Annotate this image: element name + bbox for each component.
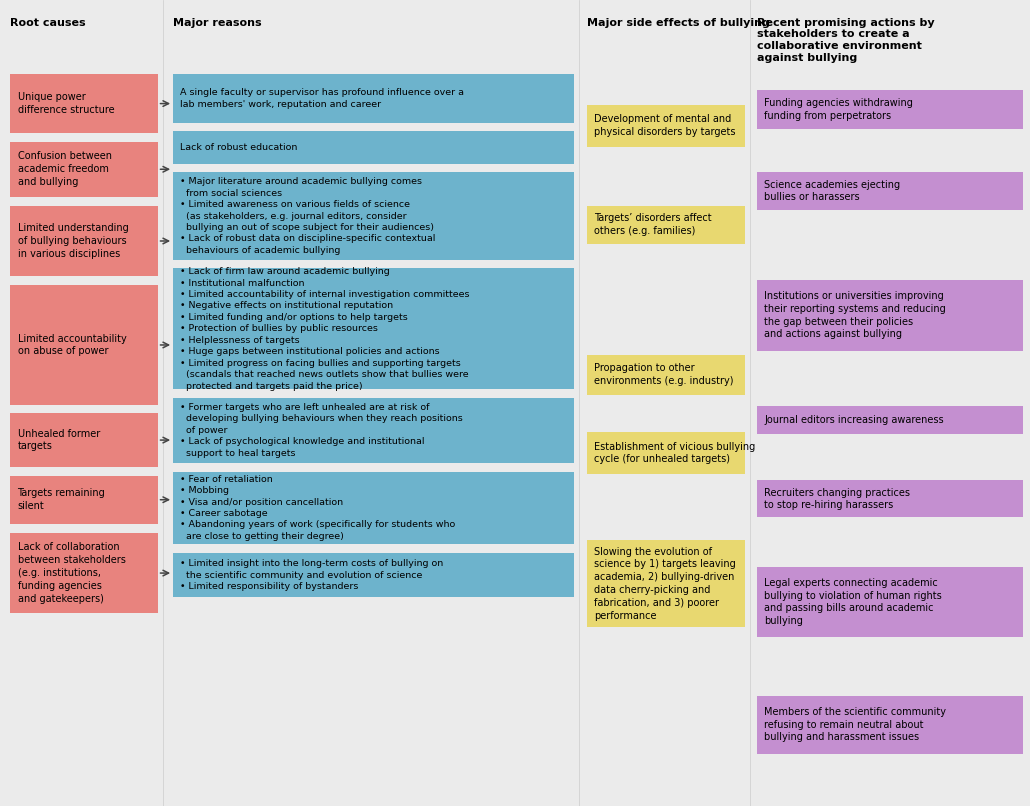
FancyBboxPatch shape <box>10 142 158 197</box>
Text: • Lack of firm law around academic bullying
• Institutional malfunction
• Limite: • Lack of firm law around academic bully… <box>180 267 470 391</box>
Text: Propagation to other
environments (e.g. industry): Propagation to other environments (e.g. … <box>594 364 733 386</box>
Text: Recruiters changing practices
to stop re-hiring harassers: Recruiters changing practices to stop re… <box>764 488 911 510</box>
Text: Unique power
difference structure: Unique power difference structure <box>18 92 114 115</box>
FancyBboxPatch shape <box>757 90 1023 129</box>
Text: Unhealed former
targets: Unhealed former targets <box>18 429 100 451</box>
Text: • Fear of retaliation
• Mobbing
• Visa and/or position cancellation
• Career sab: • Fear of retaliation • Mobbing • Visa a… <box>180 475 455 541</box>
FancyBboxPatch shape <box>10 413 158 467</box>
Text: Lack of collaboration
between stakeholders
(e.g. institutions,
funding agencies
: Lack of collaboration between stakeholde… <box>18 542 126 604</box>
Text: Targets’ disorders affect
others (e.g. families): Targets’ disorders affect others (e.g. f… <box>594 214 712 236</box>
Text: Establishment of vicious bullying
cycle (for unhealed targets): Establishment of vicious bullying cycle … <box>594 442 756 464</box>
FancyBboxPatch shape <box>10 206 158 276</box>
Text: Limited understanding
of bullying behaviours
in various disciplines: Limited understanding of bullying behavi… <box>18 223 129 259</box>
Text: Confusion between
academic freedom
and bullying: Confusion between academic freedom and b… <box>18 152 111 187</box>
Text: • Former targets who are left unhealed are at risk of
  developing bullying beha: • Former targets who are left unhealed a… <box>180 403 464 458</box>
Text: Major side effects of bullying: Major side effects of bullying <box>587 18 770 27</box>
Text: Journal editors increasing awareness: Journal editors increasing awareness <box>764 415 943 425</box>
Text: • Limited insight into the long-term costs of bullying on
  the scientific commu: • Limited insight into the long-term cos… <box>180 559 444 591</box>
FancyBboxPatch shape <box>757 480 1023 517</box>
Text: • Major literature around academic bullying comes
  from social sciences
• Limit: • Major literature around academic bully… <box>180 177 436 255</box>
Text: Legal experts connecting academic
bullying to violation of human rights
and pass: Legal experts connecting academic bullyi… <box>764 578 942 626</box>
FancyBboxPatch shape <box>173 268 574 389</box>
FancyBboxPatch shape <box>173 472 574 544</box>
FancyBboxPatch shape <box>10 533 158 613</box>
Text: Funding agencies withdrawing
funding from perpetrators: Funding agencies withdrawing funding fro… <box>764 98 914 121</box>
Text: Development of mental and
physical disorders by targets: Development of mental and physical disor… <box>594 114 735 137</box>
FancyBboxPatch shape <box>173 172 574 260</box>
Text: Members of the scientific community
refusing to remain neutral about
bullying an: Members of the scientific community refu… <box>764 707 947 742</box>
FancyBboxPatch shape <box>173 553 574 597</box>
FancyBboxPatch shape <box>10 285 158 405</box>
FancyBboxPatch shape <box>587 355 745 395</box>
FancyBboxPatch shape <box>173 74 574 123</box>
FancyBboxPatch shape <box>757 280 1023 351</box>
Text: Slowing the evolution of
science by 1) targets leaving
academia, 2) bullying-dri: Slowing the evolution of science by 1) t… <box>594 546 736 621</box>
FancyBboxPatch shape <box>173 131 574 164</box>
Text: Recent promising actions by
stakeholders to create a
collaborative environment
a: Recent promising actions by stakeholders… <box>757 18 934 63</box>
Text: Science academies ejecting
bullies or harassers: Science academies ejecting bullies or ha… <box>764 180 900 202</box>
Text: Targets remaining
silent: Targets remaining silent <box>18 488 105 511</box>
FancyBboxPatch shape <box>10 476 158 524</box>
Text: Institutions or universities improving
their reporting systems and reducing
the : Institutions or universities improving t… <box>764 291 946 339</box>
FancyBboxPatch shape <box>587 206 745 244</box>
Text: Lack of robust education: Lack of robust education <box>180 143 298 152</box>
FancyBboxPatch shape <box>757 567 1023 637</box>
FancyBboxPatch shape <box>757 172 1023 210</box>
FancyBboxPatch shape <box>757 406 1023 434</box>
Text: A single faculty or supervisor has profound influence over a
lab members' work, : A single faculty or supervisor has profo… <box>180 88 465 109</box>
FancyBboxPatch shape <box>587 540 745 627</box>
FancyBboxPatch shape <box>173 398 574 463</box>
FancyBboxPatch shape <box>587 105 745 147</box>
Text: Limited accountability
on abuse of power: Limited accountability on abuse of power <box>18 334 127 356</box>
FancyBboxPatch shape <box>587 432 745 474</box>
FancyBboxPatch shape <box>10 74 158 133</box>
Text: Major reasons: Major reasons <box>173 18 262 27</box>
FancyBboxPatch shape <box>757 696 1023 754</box>
Text: Root causes: Root causes <box>10 18 85 27</box>
